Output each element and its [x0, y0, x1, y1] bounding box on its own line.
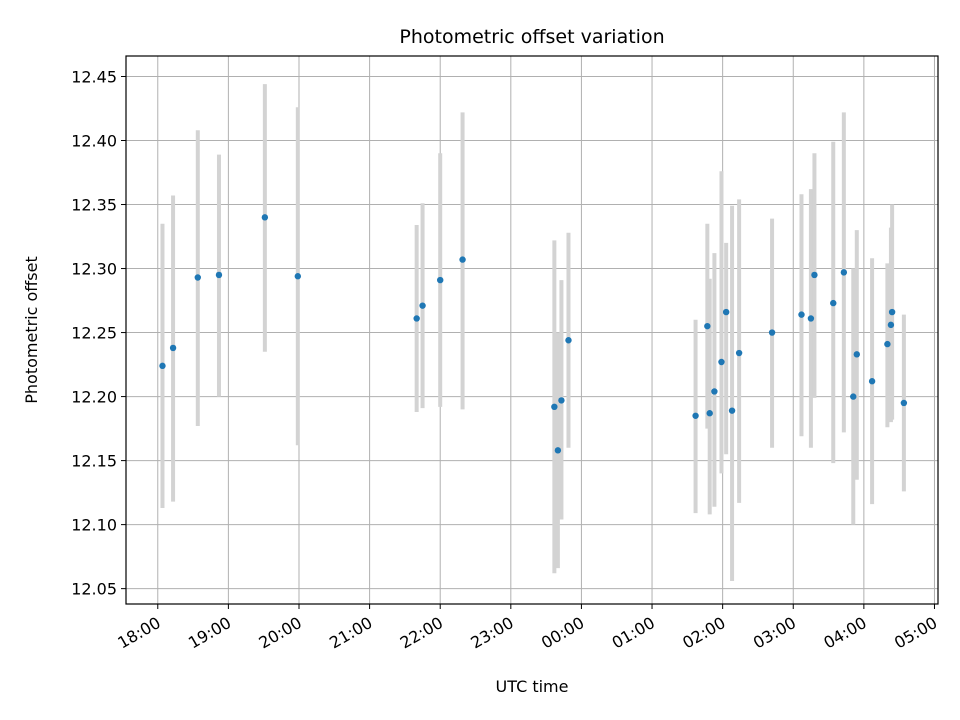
data-point	[830, 299, 837, 307]
data-point	[811, 271, 818, 279]
data-point	[554, 447, 562, 454]
data-point	[169, 344, 177, 352]
data-point	[558, 397, 565, 404]
data-point	[900, 399, 908, 407]
data-point	[194, 274, 201, 281]
x-tick-label: 18:00	[114, 613, 163, 653]
y-axis-label: Photometric offset	[22, 256, 41, 404]
data-point	[887, 321, 895, 329]
data-point	[735, 349, 743, 357]
data-point	[807, 315, 815, 322]
y-tick-label: 12.05	[71, 580, 117, 599]
data-point	[437, 276, 444, 284]
x-tick-label: 02:00	[679, 613, 728, 653]
data-point	[711, 388, 718, 395]
x-tick-label: 23:00	[467, 613, 516, 653]
data-point	[868, 378, 876, 385]
data-point	[159, 362, 166, 370]
data-point	[728, 407, 736, 414]
data-point	[840, 269, 848, 276]
y-tick-label: 12.45	[71, 67, 117, 86]
data-point	[551, 403, 558, 411]
grid	[126, 56, 938, 604]
x-tick-label: 00:00	[538, 613, 587, 653]
data-point	[888, 308, 896, 316]
data-point	[692, 412, 699, 419]
data-point	[853, 351, 860, 358]
x-tick-label: 05:00	[891, 613, 940, 653]
y-tick-label: 12.25	[71, 324, 117, 343]
data-point	[565, 337, 572, 344]
data-point	[215, 271, 223, 279]
data-point	[768, 329, 776, 336]
x-axis-ticks: 18:00 19:00 20:00 21:00 22:00 23:00 00:00 01:00…	[114, 604, 940, 653]
data-point	[718, 358, 725, 366]
y-tick-label: 12.40	[71, 132, 117, 151]
y-tick-label: 12.20	[71, 388, 117, 407]
x-tick-label: 19:00	[185, 613, 234, 653]
y-tick-label: 12.15	[71, 452, 117, 471]
plot-frame	[125, 55, 939, 605]
data-points	[159, 214, 908, 454]
x-tick-label: 21:00	[326, 613, 375, 653]
y-tick-label: 12.35	[71, 196, 117, 215]
x-tick-label: 20:00	[256, 613, 305, 653]
data-point	[706, 410, 713, 417]
y-axis-ticks: 12.05 12.10 12.15 12.20 12.25 12.30 12.35 12.40…	[71, 67, 126, 599]
data-point	[261, 214, 269, 221]
data-point	[704, 322, 711, 330]
data-point	[419, 302, 426, 309]
x-axis-label: UTC time	[496, 677, 569, 696]
data-point	[459, 256, 466, 263]
data-point	[798, 311, 805, 318]
y-tick-label: 12.30	[71, 260, 117, 279]
x-tick-label: 22:00	[397, 613, 446, 653]
x-tick-label: 01:00	[609, 613, 658, 653]
data-point	[884, 340, 891, 348]
x-tick-label: 04:00	[820, 613, 869, 653]
chart-title: Photometric offset variation	[399, 26, 664, 48]
y-tick-label: 12.10	[71, 516, 117, 535]
data-point	[850, 393, 857, 400]
data-point	[294, 273, 302, 280]
x-tick-label: 03:00	[750, 613, 799, 653]
data-point	[722, 308, 730, 316]
data-point	[413, 315, 420, 322]
